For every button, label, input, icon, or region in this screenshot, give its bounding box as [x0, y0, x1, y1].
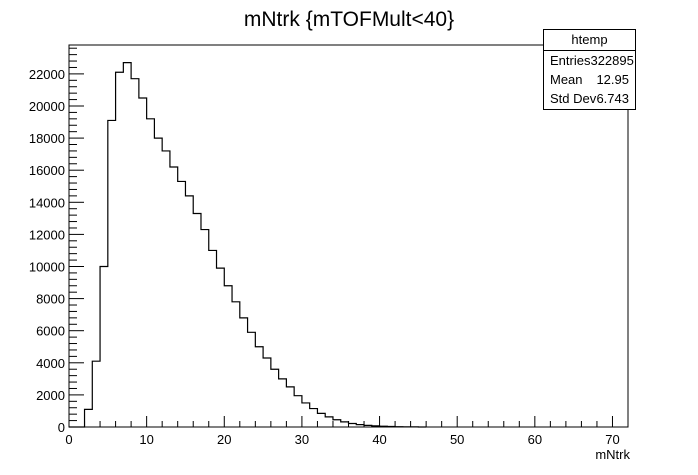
x-tick-label: 10: [139, 432, 153, 447]
y-tick-label: 2000: [36, 388, 65, 403]
y-tick-label: 16000: [29, 163, 65, 178]
y-tick-label: 20000: [29, 99, 65, 114]
y-tick-label: 8000: [36, 292, 65, 307]
y-tick-label: 14000: [29, 195, 65, 210]
stats-row-stddev: Std Dev 6.743: [544, 89, 635, 108]
stats-box-name: htemp: [544, 30, 635, 51]
chart-title: mNtrk {mTOFMult<40}: [243, 8, 455, 31]
x-tick-label: 30: [295, 432, 309, 447]
x-tick-label: 50: [450, 432, 464, 447]
y-tick-label: 10000: [29, 259, 65, 274]
stats-row-mean: Mean 12.95: [544, 70, 635, 89]
y-tick-label: 6000: [36, 324, 65, 339]
histogram-line: [69, 62, 427, 428]
y-axis: 0 2000 4000 6000 8000 10000 12000 14000 16000 180…: [29, 47, 84, 435]
stats-value: 6.743: [596, 91, 629, 106]
y-tick-label: 12000: [29, 227, 65, 242]
y-tick-label: 22000: [29, 67, 65, 82]
stats-box: htemp Entries 322895 Mean 12.95 Std Dev …: [543, 29, 636, 110]
x-tick-label: 40: [372, 432, 386, 447]
stats-value: 322895: [590, 53, 634, 68]
x-axis: 0 10 20 30 40 50 60 70: [65, 416, 629, 447]
x-tick-label: 0: [65, 432, 72, 447]
x-tick-label: 70: [605, 432, 619, 447]
stats-label: Mean: [550, 72, 583, 87]
stats-label: Std Dev: [550, 91, 597, 106]
y-tick-label: 18000: [29, 131, 65, 146]
x-tick-label: 20: [217, 432, 231, 447]
x-axis-label: mNtrk: [595, 447, 630, 462]
stats-value: 12.95: [596, 72, 629, 87]
x-tick-label: 60: [528, 432, 542, 447]
y-tick-label: 4000: [36, 356, 65, 371]
stats-row-entries: Entries 322895: [544, 51, 635, 70]
stats-label: Entries: [550, 53, 591, 68]
y-tick-label: 0: [58, 420, 65, 435]
